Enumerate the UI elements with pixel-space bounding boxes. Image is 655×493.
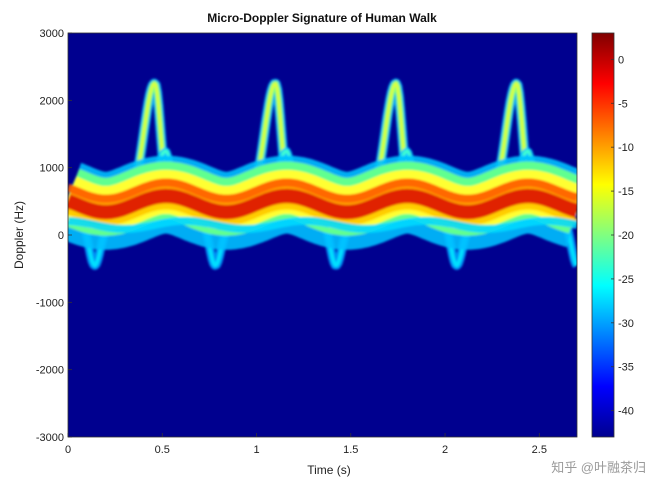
chart-title: Micro-Doppler Signature of Human Walk (207, 11, 437, 25)
y-tick-label: -1000 (36, 297, 64, 309)
x-tick-label: 2.5 (532, 444, 547, 456)
doppler-signature (68, 78, 577, 270)
x-tick-label: 1.5 (343, 444, 358, 456)
colorbar-tick-label: -35 (618, 362, 634, 374)
torso-band-upper (68, 178, 577, 203)
colorbar-tick-label: -30 (618, 318, 634, 330)
colorbar-tick-label: -40 (618, 406, 634, 418)
colorbar-ticks: 0 -5 -10 -15 -20 -25 -30 -35 -40 (611, 54, 634, 418)
y-tick-label: 2000 (40, 95, 64, 107)
y-axis: 3000 2000 1000 0 -1000 -2000 -3000 (36, 28, 72, 444)
colorbar-tick-label: -15 (618, 186, 634, 198)
y-tick-label: -2000 (36, 365, 64, 377)
colorbar (591, 32, 615, 438)
near-zero-band (68, 216, 577, 233)
colorbar-tick-label: 0 (618, 54, 624, 66)
y-tick-label: 1000 (40, 163, 64, 175)
colorbar-tick-label: -10 (618, 142, 634, 154)
x-tick-label: 1 (253, 444, 259, 456)
colorbar-tick-label: -5 (618, 98, 628, 110)
y-tick-label: 3000 (40, 28, 64, 40)
watermark: 知乎 @叶融茶归 (551, 460, 646, 475)
x-tick-label: 0.5 (155, 444, 170, 456)
x-axis-label: Time (s) (307, 463, 351, 477)
torso-band-red (68, 188, 577, 220)
x-tick-label: 2 (442, 444, 448, 456)
y-axis-label: Doppler (Hz) (12, 201, 26, 269)
y-tick-label: 0 (58, 230, 64, 242)
colorbar-tick-label: -25 (618, 274, 634, 286)
x-axis: 0 0.5 1 1.5 2 2.5 (65, 433, 547, 456)
y-tick-label: -3000 (36, 432, 64, 444)
torso-band-lower (68, 203, 577, 226)
x-tick-label: 0 (65, 444, 71, 456)
colorbar-tick-label: -20 (618, 230, 634, 242)
